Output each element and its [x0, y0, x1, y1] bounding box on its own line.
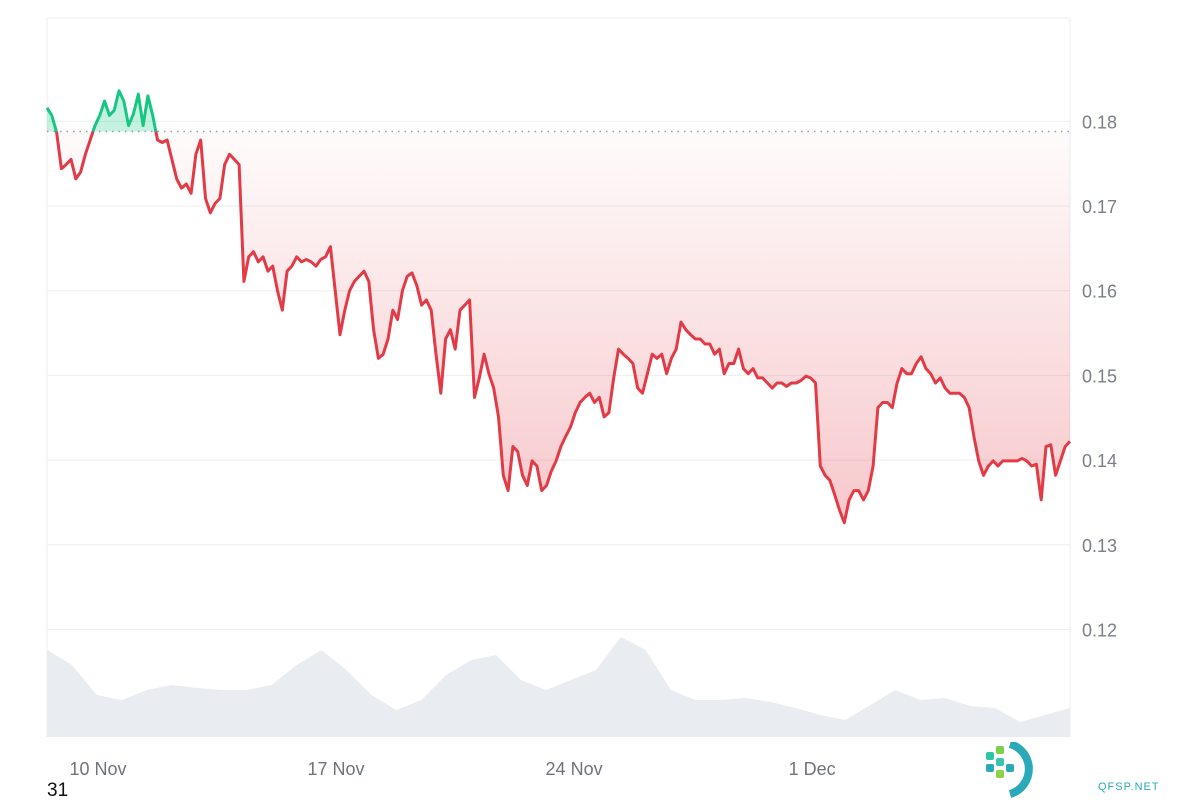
volume-area	[47, 637, 1070, 737]
corner-label: 31	[47, 780, 69, 801]
x-tick-label: 17 Nov	[308, 759, 365, 779]
watermark-site: QFSP.NET	[1098, 781, 1160, 793]
y-tick-label: 0.15	[1082, 366, 1117, 386]
y-tick-label: 0.12	[1082, 620, 1117, 640]
price-line-down	[54, 131, 1072, 525]
area-fill-below-baseline	[47, 131, 1070, 523]
y-tick-label: 0.14	[1082, 451, 1117, 471]
x-tick-label: 10 Nov	[69, 759, 126, 779]
y-tick-label: 0.17	[1082, 197, 1117, 217]
watermark-logo	[986, 742, 1192, 798]
logo-icon	[986, 742, 1033, 798]
logo-wordmark	[1042, 748, 1192, 750]
y-tick-label: 0.16	[1082, 282, 1117, 302]
x-tick-label: 24 Nov	[546, 759, 603, 779]
x-tick-label: 1 Dec	[789, 759, 836, 779]
y-tick-label: 0.13	[1082, 536, 1117, 556]
y-tick-label: 0.18	[1082, 112, 1117, 132]
